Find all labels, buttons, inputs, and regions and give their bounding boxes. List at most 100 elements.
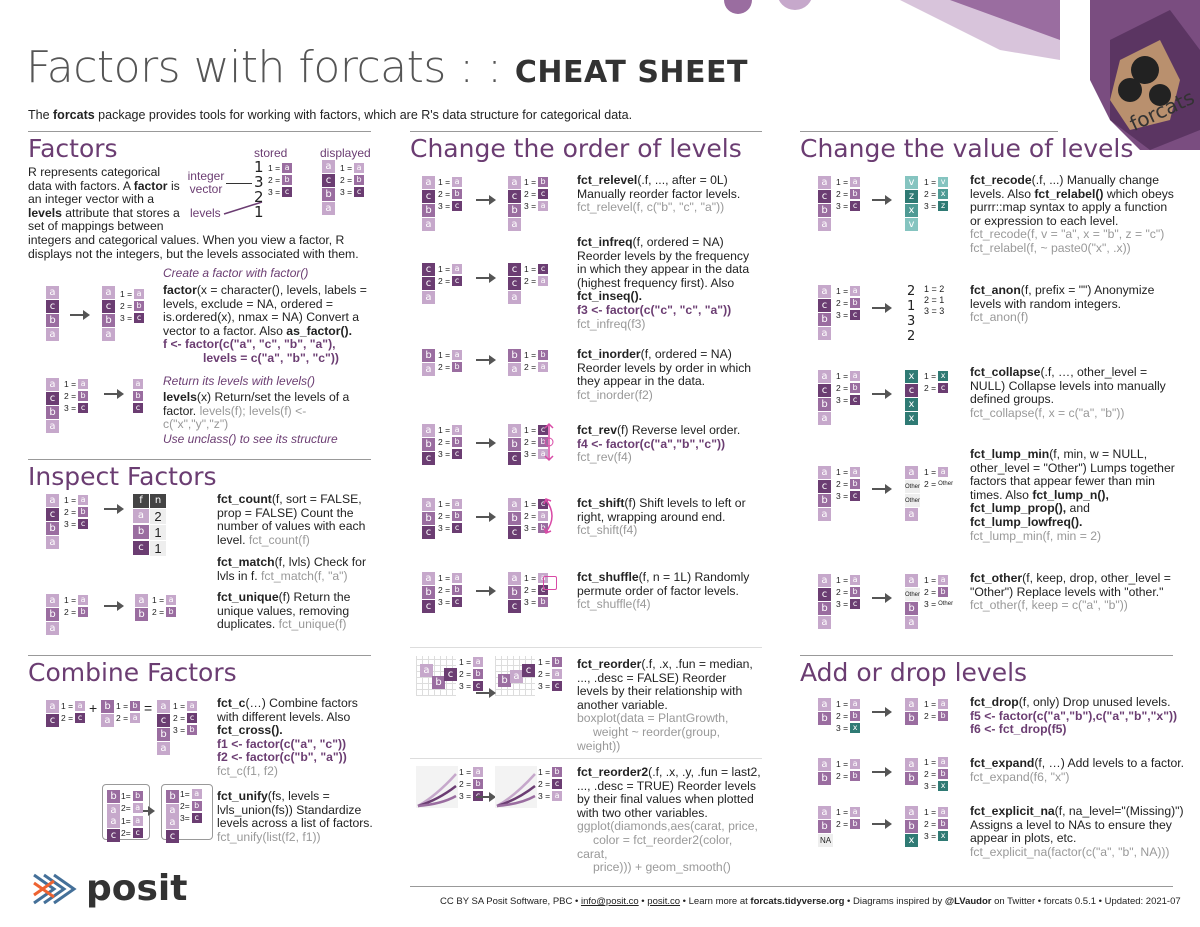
levels-pointer: [223, 201, 263, 215]
unify-lvls: 1= a 2= b 3= c: [180, 788, 202, 823]
unique-desc: fct_unique(f) Return the unique values, …: [217, 590, 351, 632]
page-title: Factors with forcats : : CHEAT SHEET: [26, 42, 748, 93]
forcats-hex-logo: forcats: [1090, 0, 1200, 150]
arrow: [104, 601, 124, 611]
na-label: NA: [818, 834, 834, 847]
na-desc: fct_explicit_na(f, na_level="(Missing)")…: [970, 804, 1184, 859]
section-adddrop: Add or drop levels: [800, 658, 1028, 687]
rule: [28, 131, 371, 132]
rule: [410, 886, 1173, 887]
other-label: Other: [905, 480, 921, 493]
rev-icon: [544, 422, 554, 462]
arrow: [104, 389, 124, 399]
arrow: [476, 512, 496, 522]
rule: [800, 655, 1173, 656]
arrow: [872, 195, 892, 205]
arrow: [476, 438, 496, 448]
reorder-stack: c: [522, 664, 535, 677]
factors-desc-b: integers and categorical values. When yo…: [28, 233, 359, 261]
site-link[interactable]: posit.co: [647, 896, 681, 907]
unify-lvls: 1= a 2= c: [121, 815, 143, 838]
factors-desc-a: R represents categorical data with facto…: [28, 165, 180, 234]
arrow: [476, 586, 496, 596]
intro-text: The forcats package provides tools for w…: [28, 108, 633, 122]
unify-lvls: 1= b 2= a: [121, 790, 143, 813]
collapse-desc: fct_collapse(.f, …, other_level = NULL) …: [970, 365, 1166, 420]
inorder-desc: fct_inorder(f, ordered = NA) Reorder lev…: [577, 347, 752, 402]
reorder-stack: c: [444, 668, 457, 681]
arrow: [476, 792, 496, 802]
rule: [410, 131, 762, 132]
arrow: [872, 767, 892, 777]
other-label: Other: [905, 494, 921, 507]
relevel-desc: fct_relevel(.f, ..., after = 0L) Manuall…: [577, 173, 741, 215]
tidyverse-link[interactable]: forcats.tidyverse.org: [750, 896, 845, 907]
email-link[interactable]: info@posit.co: [580, 896, 639, 907]
anon-desc: fct_anon(f, prefix = "") Anonymize level…: [970, 283, 1155, 325]
other-label: Other: [905, 588, 921, 601]
arrow: [872, 389, 892, 399]
expand-desc: fct_expand(f, …) Add levels to a factor.…: [970, 756, 1185, 784]
reorder2-plot-in: [416, 766, 458, 808]
arrow: [476, 355, 496, 365]
arrow: [872, 707, 892, 717]
rule: [410, 647, 762, 648]
arrow: [476, 273, 496, 283]
section-factors: Factors: [28, 134, 118, 163]
count-desc: fct_count(f, sort = FALSE, prop = FALSE)…: [217, 492, 366, 547]
arrow: [70, 310, 90, 320]
c-desc: fct_c(…) Combine factors with different …: [217, 696, 358, 778]
reorder-stack: a: [420, 664, 433, 677]
drop-desc: fct_drop(f, only) Drop unused levels. f5 …: [970, 695, 1178, 737]
unify-desc: fct_unify(fs, levels = lvls_union(fs)) S…: [217, 789, 373, 844]
decor-shapes: [724, 0, 1060, 60]
factor-desc: factor(x = character(), levels, labels =…: [163, 283, 367, 365]
levels-desc: levels(x) Return/set the levels of a fac…: [163, 390, 350, 432]
label-stored: stored: [254, 146, 288, 160]
